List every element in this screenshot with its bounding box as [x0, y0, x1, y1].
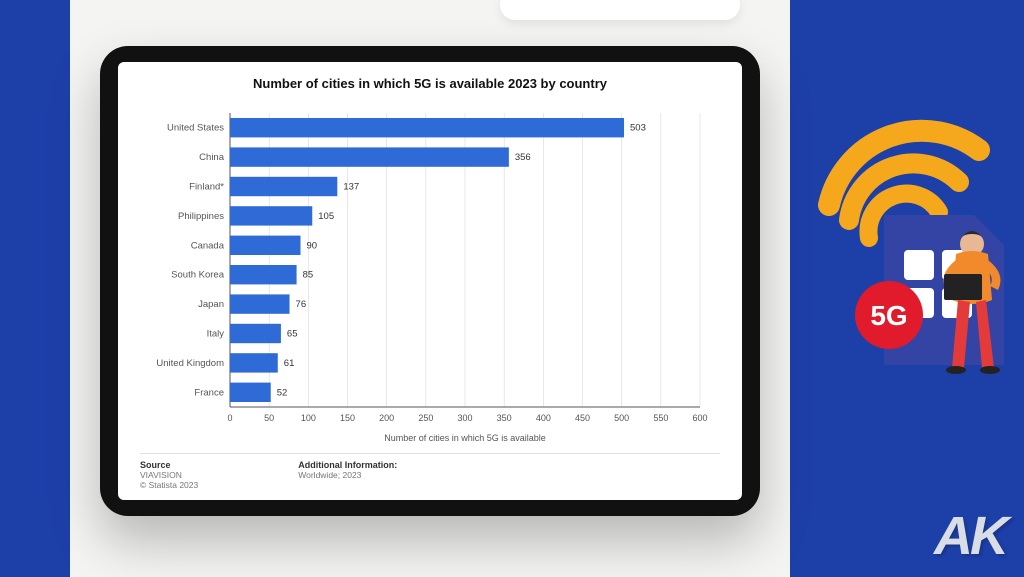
x-axis-label: Number of cities in which 5G is availabl… [384, 433, 546, 443]
tablet-screen: Number of cities in which 5G is availabl… [118, 62, 742, 500]
svg-text:450: 450 [575, 413, 590, 423]
svg-text:250: 250 [418, 413, 433, 423]
bar [230, 353, 278, 372]
bar-label: Japan [198, 299, 224, 310]
bar-value: 356 [515, 152, 531, 163]
footer-addl-heading: Additional Information: [298, 460, 397, 470]
footer-additional: Additional Information: Worldwide; 2023 [298, 460, 397, 490]
footer-source-line: © Statista 2023 [140, 480, 198, 490]
footer-source: Source VIAVISION © Statista 2023 [140, 460, 198, 490]
stylus-hint [500, 0, 740, 20]
bar-label: Finland* [189, 182, 224, 193]
bar-label: South Korea [171, 270, 225, 281]
chart-title: Number of cities in which 5G is availabl… [140, 76, 720, 91]
bar-value: 52 [277, 387, 288, 398]
svg-text:500: 500 [614, 413, 629, 423]
bar-label: Canada [191, 240, 225, 251]
svg-text:600: 600 [692, 413, 707, 423]
bar-value: 61 [284, 358, 295, 369]
bar [230, 147, 509, 166]
bar [230, 206, 312, 225]
footer-addl-line: Worldwide; 2023 [298, 470, 397, 480]
bar [230, 118, 624, 137]
bar-label: France [194, 387, 224, 398]
bar-label: Philippines [178, 211, 224, 222]
svg-text:300: 300 [457, 413, 472, 423]
bar [230, 383, 271, 402]
bar-chart: 0 50 100 150 200 250 300 350 400 450 500 550 600 Unit… [140, 101, 720, 453]
tablet-device: Number of cities in which 5G is availabl… [100, 46, 760, 516]
bar [230, 294, 290, 313]
footer-source-heading: Source [140, 460, 198, 470]
bar-value: 105 [318, 211, 334, 222]
bar-label: China [199, 152, 225, 163]
footer-source-line: VIAVISION [140, 470, 198, 480]
svg-text:5G: 5G [870, 300, 907, 331]
bar [230, 177, 337, 196]
bar [230, 324, 281, 343]
bar-value: 137 [343, 182, 359, 193]
bar-label: Italy [207, 329, 225, 340]
bar [230, 265, 297, 284]
svg-text:550: 550 [653, 413, 668, 423]
svg-text:150: 150 [340, 413, 355, 423]
bar-label: United States [167, 123, 224, 134]
svg-text:400: 400 [536, 413, 551, 423]
bar-value: 65 [287, 329, 298, 340]
svg-text:0: 0 [227, 413, 232, 423]
bar-value: 85 [303, 270, 314, 281]
bar-label: United Kingdom [156, 358, 224, 369]
bar-value: 503 [630, 123, 646, 134]
illustration-5g: 5G [814, 110, 1024, 390]
svg-text:200: 200 [379, 413, 394, 423]
svg-text:350: 350 [497, 413, 512, 423]
ak-logo: AK [934, 505, 1006, 567]
chart-area: 0 50 100 150 200 250 300 350 400 450 500 550 600 Unit… [140, 101, 720, 453]
svg-text:50: 50 [264, 413, 274, 423]
chart-footer: Source VIAVISION © Statista 2023 Additio… [140, 453, 720, 490]
bar-value: 90 [307, 240, 318, 251]
bar [230, 236, 301, 255]
svg-text:100: 100 [301, 413, 316, 423]
bar-value: 76 [296, 299, 307, 310]
